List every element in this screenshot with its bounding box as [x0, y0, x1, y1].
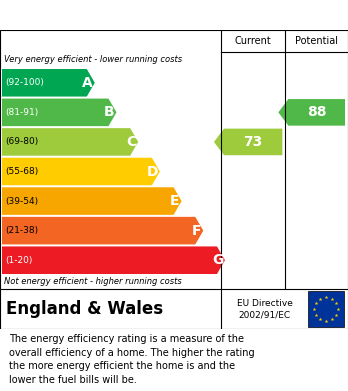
Text: (92-100): (92-100) [5, 78, 44, 87]
Text: (1-20): (1-20) [5, 256, 32, 265]
Text: C: C [126, 135, 136, 149]
Polygon shape [278, 99, 345, 126]
Polygon shape [214, 129, 282, 155]
Polygon shape [2, 128, 138, 156]
Text: 88: 88 [307, 105, 326, 119]
Text: Very energy efficient - lower running costs: Very energy efficient - lower running co… [4, 56, 182, 65]
Polygon shape [2, 217, 203, 244]
Text: B: B [104, 105, 115, 119]
Polygon shape [2, 69, 95, 97]
Polygon shape [2, 187, 182, 215]
Text: F: F [191, 224, 201, 238]
Text: The energy efficiency rating is a measure of the
overall efficiency of a home. T: The energy efficiency rating is a measur… [9, 334, 254, 385]
Text: (69-80): (69-80) [5, 137, 38, 146]
Text: EU Directive
2002/91/EC: EU Directive 2002/91/EC [237, 299, 292, 319]
Text: (21-38): (21-38) [5, 226, 38, 235]
Text: (81-91): (81-91) [5, 108, 38, 117]
Text: England & Wales: England & Wales [6, 300, 163, 318]
Polygon shape [2, 99, 117, 126]
Text: Not energy efficient - higher running costs: Not energy efficient - higher running co… [4, 278, 182, 287]
Text: Potential: Potential [295, 36, 338, 46]
Text: G: G [212, 253, 224, 267]
Text: (39-54): (39-54) [5, 197, 38, 206]
Text: A: A [82, 76, 93, 90]
Bar [308, 291, 344, 327]
Text: E: E [170, 194, 179, 208]
Text: Current: Current [235, 36, 271, 46]
Text: 73: 73 [244, 135, 263, 149]
Text: (55-68): (55-68) [5, 167, 38, 176]
Polygon shape [2, 246, 225, 274]
Polygon shape [2, 158, 160, 185]
Text: D: D [147, 165, 159, 179]
Text: Energy Efficiency Rating: Energy Efficiency Rating [9, 7, 219, 23]
